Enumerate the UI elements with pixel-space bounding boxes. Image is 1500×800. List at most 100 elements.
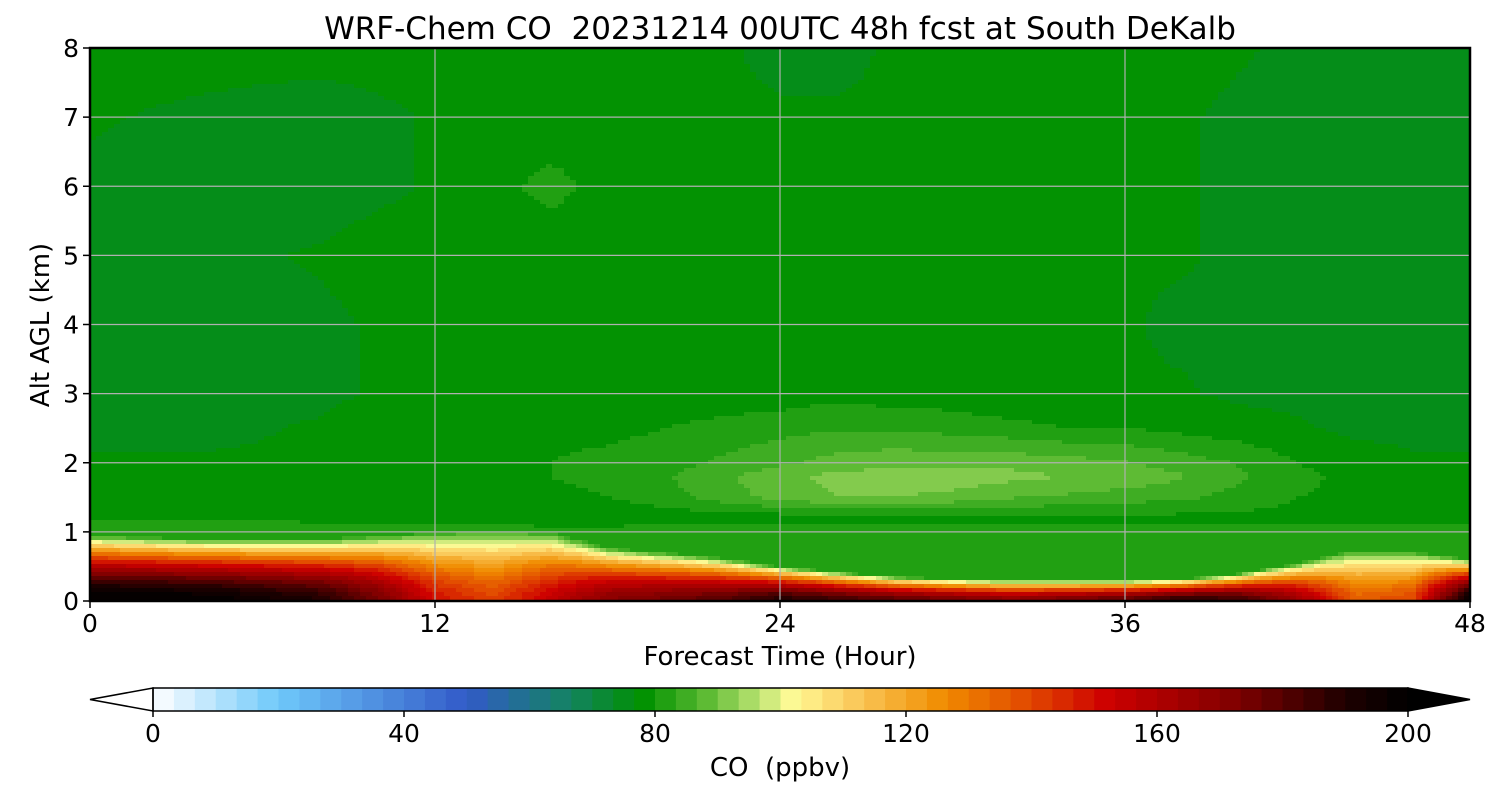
heatmap-cell (522, 84, 529, 89)
heatmap-cell (102, 68, 109, 73)
heatmap-cell (132, 72, 139, 77)
heatmap-cell (528, 68, 535, 73)
heatmap-cell (630, 120, 637, 125)
heatmap-cell (1320, 120, 1327, 125)
heatmap-cell (414, 104, 421, 109)
heatmap-cell (852, 96, 859, 101)
heatmap-cell (414, 76, 421, 81)
heatmap-cell (1404, 100, 1411, 105)
heatmap-cell (1170, 120, 1177, 125)
heatmap-cell (876, 104, 883, 109)
heatmap-cell (876, 64, 883, 69)
heatmap-cell (96, 76, 103, 81)
heatmap-cell (498, 64, 505, 69)
heatmap-cell (552, 64, 559, 69)
heatmap-cell (1146, 96, 1153, 101)
heatmap-cell (1428, 76, 1435, 81)
heatmap-cell (1104, 92, 1111, 97)
heatmap-cell (378, 68, 385, 73)
heatmap-cell (750, 76, 757, 81)
heatmap-cell (1320, 52, 1327, 57)
heatmap-cell (780, 88, 787, 93)
heatmap-cell (828, 84, 835, 89)
heatmap-cell (450, 80, 457, 85)
heatmap-cell (474, 108, 481, 113)
heatmap-cell (288, 56, 295, 61)
heatmap-cell (1218, 80, 1225, 85)
heatmap-cell (690, 80, 697, 85)
heatmap-cell (1128, 100, 1135, 105)
heatmap-cell (834, 104, 841, 109)
heatmap-cell (1080, 52, 1087, 57)
heatmap-cell (1458, 80, 1465, 85)
heatmap-cell (1212, 64, 1219, 69)
heatmap-cell (276, 64, 283, 69)
heatmap-cell (744, 108, 751, 113)
heatmap-cell (726, 96, 733, 101)
heatmap-cell (1194, 108, 1201, 113)
heatmap-cell (558, 84, 565, 89)
heatmap-cell (756, 96, 763, 101)
heatmap-cell (264, 68, 271, 73)
heatmap-cell (510, 112, 517, 117)
heatmap-cell (1386, 60, 1393, 65)
heatmap-cell (900, 56, 907, 61)
heatmap-cell (564, 80, 571, 85)
heatmap-cell (1128, 76, 1135, 81)
heatmap-cell (252, 88, 259, 93)
heatmap-cell (396, 112, 403, 117)
heatmap-cell (360, 108, 367, 113)
heatmap-cell (1164, 56, 1171, 61)
heatmap-cell (786, 100, 793, 105)
heatmap-cell (1002, 112, 1009, 117)
heatmap-cell (408, 72, 415, 77)
heatmap-cell (402, 120, 409, 125)
heatmap-cell (606, 112, 613, 117)
heatmap-cell (1038, 68, 1045, 73)
heatmap-cell (132, 120, 139, 125)
heatmap-cell (906, 60, 913, 65)
heatmap-cell (816, 72, 823, 77)
heatmap-cell (588, 88, 595, 93)
heatmap-cell (384, 84, 391, 89)
heatmap-cell (168, 80, 175, 85)
heatmap-cell (1308, 88, 1315, 93)
heatmap-cell (498, 88, 505, 93)
heatmap-cell (1044, 84, 1051, 89)
heatmap-cell (486, 100, 493, 105)
heatmap-cell (504, 52, 511, 57)
heatmap-cell (258, 84, 265, 89)
heatmap-cell (474, 80, 481, 85)
heatmap-cell (222, 120, 229, 125)
heatmap-cell (1284, 104, 1291, 109)
heatmap-cell (1056, 100, 1063, 105)
heatmap-cell (1020, 108, 1027, 113)
heatmap-cell (1416, 112, 1423, 117)
heatmap-cell (1302, 108, 1309, 113)
heatmap-cell (1128, 64, 1135, 69)
heatmap-cell (930, 76, 937, 81)
heatmap-cell (336, 104, 343, 109)
heatmap-cell (906, 104, 913, 109)
heatmap-cell (402, 96, 409, 101)
heatmap-cell (696, 52, 703, 57)
heatmap-cell (1104, 88, 1111, 93)
heatmap-cell (1332, 112, 1339, 117)
heatmap-cell (666, 84, 673, 89)
heatmap-cell (246, 72, 253, 77)
heatmap-cell (672, 56, 679, 61)
heatmap-cell (786, 64, 793, 69)
heatmap-cell (444, 68, 451, 73)
heatmap-cell (258, 56, 265, 61)
heatmap-cell (210, 108, 217, 113)
heatmap-cell (1152, 64, 1159, 69)
heatmap-cell (648, 112, 655, 117)
heatmap-cell (1068, 84, 1075, 89)
heatmap-cell (1128, 52, 1135, 57)
heatmap-cell (162, 120, 169, 125)
heatmap-cell (1314, 84, 1321, 89)
heatmap-cell (1092, 68, 1099, 73)
heatmap-cell (756, 92, 763, 97)
heatmap-cell (744, 96, 751, 101)
heatmap-cell (1146, 92, 1153, 97)
